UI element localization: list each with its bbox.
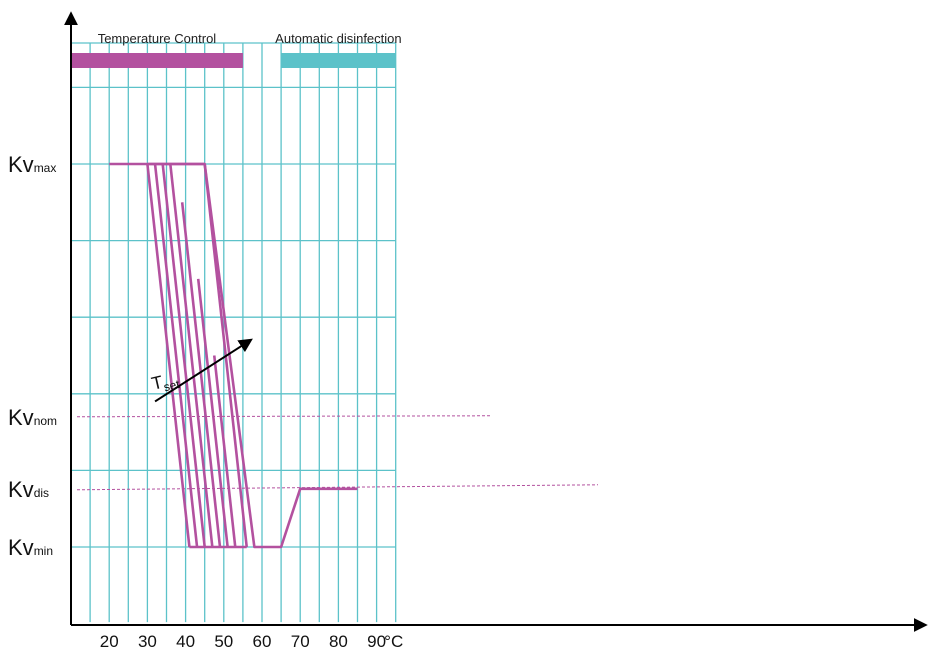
setpoint-curve-line xyxy=(161,163,206,548)
x-tick-label: 30 xyxy=(138,632,157,651)
x-tick-label: 20 xyxy=(100,632,119,651)
tset-main-text: T xyxy=(149,372,164,394)
x-unit-label: °C xyxy=(384,632,403,651)
setpoint-curve-line xyxy=(169,163,214,548)
setpoint-curve-line xyxy=(180,202,222,548)
tset-label: Tset xyxy=(149,368,181,397)
mode-bands: Temperature Control Automatic disinfectio… xyxy=(71,31,402,68)
x-tick-label: 50 xyxy=(214,632,233,651)
tset-subscript-text: set xyxy=(162,377,181,394)
kv-main-text: Kv xyxy=(8,405,34,430)
x-tick-label: 80 xyxy=(329,632,348,651)
setpoint-curve-line xyxy=(212,355,237,548)
x-tick-labels: 20 30 40 50 60 70 80 90°C xyxy=(100,632,404,651)
mode-band-label: Temperature Control xyxy=(98,31,217,46)
setpoint-curve-line xyxy=(196,278,229,548)
tset-annotation: Tset xyxy=(149,338,253,403)
x-tick-label: 60 xyxy=(253,632,272,651)
axes xyxy=(64,11,928,632)
setpoint-curve-line xyxy=(153,163,199,548)
x-tick-label: 90 xyxy=(367,632,386,651)
setpoint-curve-family xyxy=(146,162,249,549)
kv-main-text: Kv xyxy=(8,477,34,502)
kv-max-label: Kvmax xyxy=(8,152,56,177)
kv-main-text: Kv xyxy=(8,152,34,177)
main-kv-curve xyxy=(109,162,358,549)
setpoint-curve-line xyxy=(146,163,191,548)
mode-band-bar xyxy=(71,53,243,68)
main-curve-group xyxy=(109,162,358,549)
reference-dashed-lines xyxy=(76,415,599,491)
kv-subscript-text: dis xyxy=(34,486,49,500)
kv-nom-label: Kvnom xyxy=(8,405,57,430)
x-tick-label: 40 xyxy=(176,632,195,651)
kv-subscript-text: max xyxy=(34,161,57,175)
kv-dis-dashed-line xyxy=(76,484,599,491)
x-tick-label: 70 xyxy=(291,632,310,651)
kv-min-label: Kvmin xyxy=(8,535,53,560)
tset-arrow xyxy=(154,338,253,403)
kv-subscript-text: min xyxy=(34,544,53,558)
kv-main-text: Kv xyxy=(8,535,34,560)
mode-band-bar xyxy=(281,53,396,68)
kv-dis-label: Kvdis xyxy=(8,477,49,502)
kv-nom-dashed-line xyxy=(76,415,491,418)
kv-subscript-text: nom xyxy=(34,414,57,428)
mode-band-label: Automatic disinfection xyxy=(275,31,401,46)
